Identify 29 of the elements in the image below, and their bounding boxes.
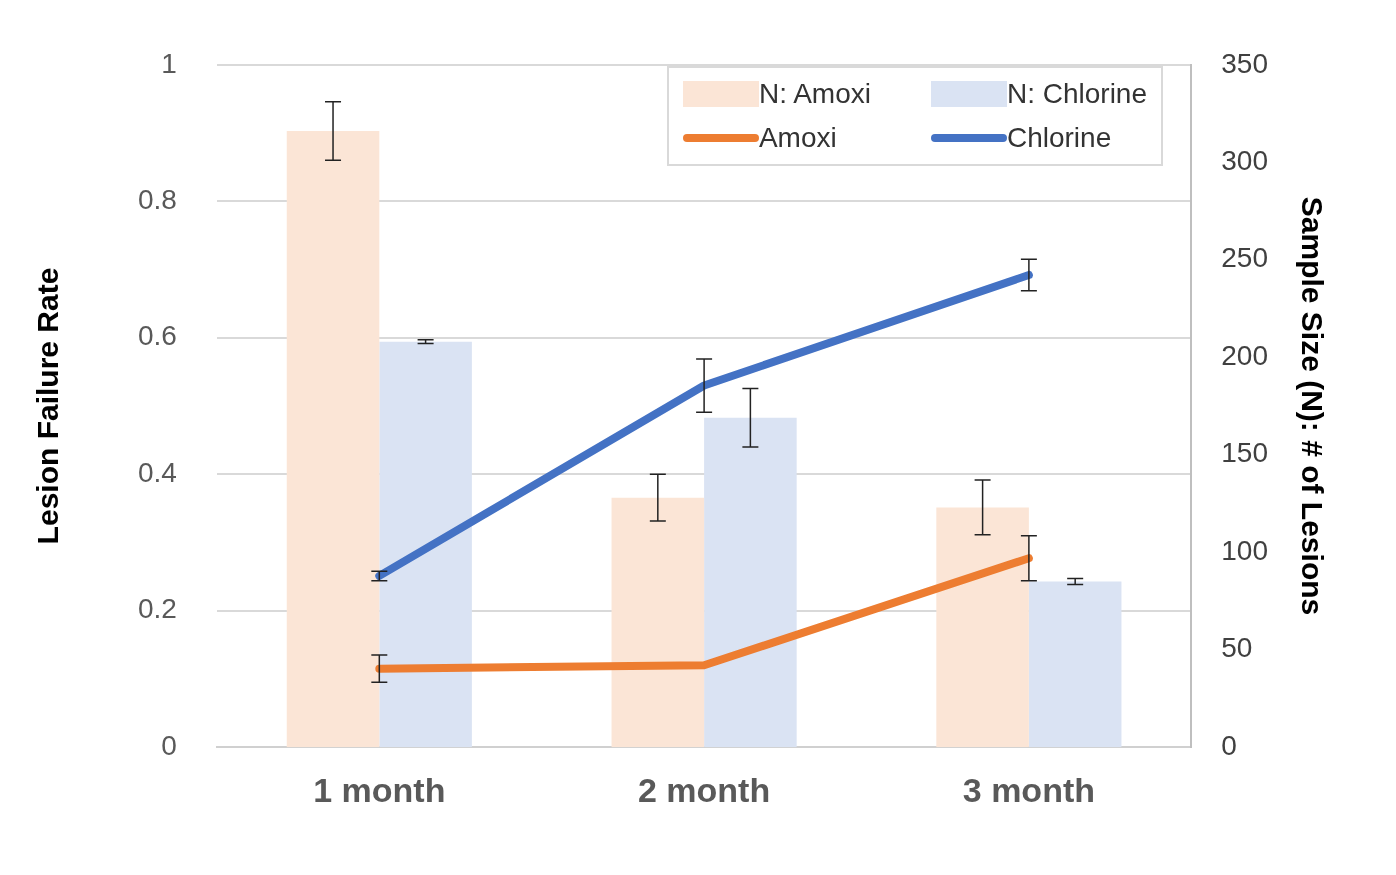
y2-tick-label: 250 <box>1221 242 1268 274</box>
legend-label: N: Chlorine <box>1006 78 1147 110</box>
x-tick-label: 2 month <box>637 770 771 809</box>
x-tick-label: 3 month <box>962 770 1095 809</box>
y2-axis-title: Sample Size (N): # of Lesions <box>1295 196 1329 616</box>
legend-label: N: Amoxi <box>758 78 871 110</box>
bar <box>379 341 472 748</box>
y2-tick-label: 100 <box>1221 534 1268 566</box>
bar <box>611 497 705 748</box>
y2-tick-label: 350 <box>1221 47 1268 79</box>
y-axis-title: Lesion Failure Rate <box>31 267 65 545</box>
y-tick-label: 0 <box>161 729 177 761</box>
legend-label: Amoxi <box>758 122 837 154</box>
x-tick-label: 1 month <box>313 770 446 809</box>
y2-tick-label: 200 <box>1221 339 1268 371</box>
y2-tick-label: 50 <box>1221 632 1253 664</box>
y2-tick-label: 300 <box>1221 145 1268 176</box>
y-tick-label: 0.4 <box>137 456 177 488</box>
bar <box>1028 581 1122 748</box>
y-tick-label: 1 <box>161 47 177 79</box>
bar <box>286 131 380 748</box>
y2-tick-label: 0 <box>1221 729 1237 761</box>
bar <box>936 507 1029 748</box>
y2-tick-label: 150 <box>1221 437 1268 469</box>
y-tick-label: 0.6 <box>137 320 177 352</box>
y-tick-label: 0.2 <box>137 593 177 625</box>
legend-label: Chlorine <box>1006 122 1112 154</box>
bar <box>704 417 797 748</box>
y-tick-label: 0.8 <box>137 184 177 215</box>
